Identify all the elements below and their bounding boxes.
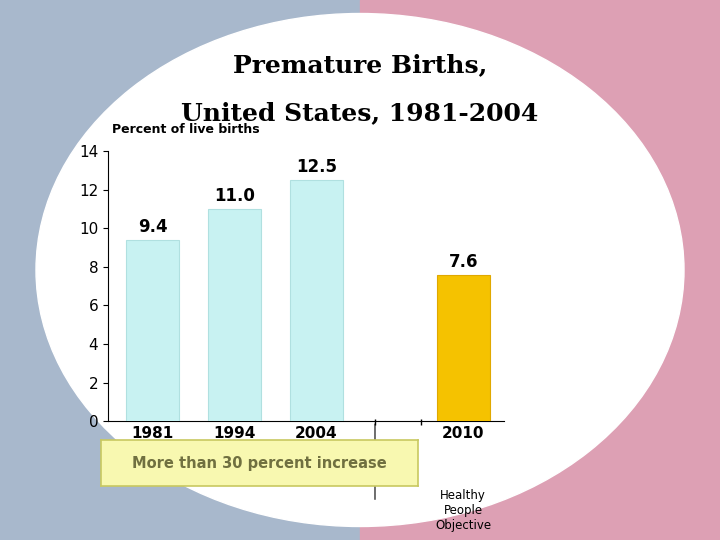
Text: 9.4: 9.4 bbox=[138, 218, 168, 236]
Text: 11.0: 11.0 bbox=[214, 187, 255, 205]
Bar bbox=[289, 180, 343, 421]
Bar bbox=[436, 275, 490, 421]
Text: 7.6: 7.6 bbox=[449, 253, 478, 271]
Text: More than 30 percent increase: More than 30 percent increase bbox=[132, 456, 387, 470]
Text: Percent of live births: Percent of live births bbox=[112, 123, 260, 136]
Text: Premature Births,: Premature Births, bbox=[233, 53, 487, 77]
Bar bbox=[208, 209, 261, 421]
Text: 12.5: 12.5 bbox=[296, 158, 337, 176]
Bar bbox=[127, 240, 179, 421]
Text: Healthy
People
Objective: Healthy People Objective bbox=[435, 489, 491, 532]
Text: United States, 1981-2004: United States, 1981-2004 bbox=[181, 102, 539, 125]
